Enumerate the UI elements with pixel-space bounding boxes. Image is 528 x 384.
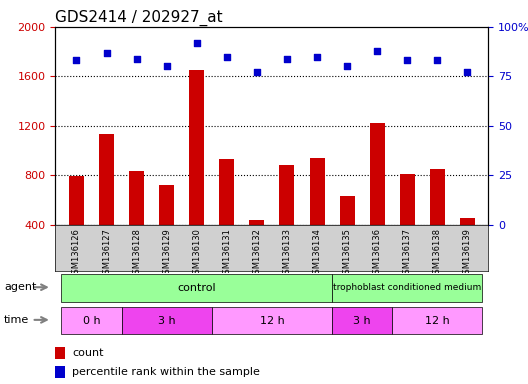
Bar (392, 307, 483, 334)
Text: GSM136132: GSM136132 (252, 228, 261, 279)
Point (223, 53, 231, 60)
Text: GSM136133: GSM136133 (282, 228, 291, 279)
Text: GSM136134: GSM136134 (313, 228, 322, 279)
Bar (69, 176, 84, 274)
Point (133, 55, 141, 61)
Bar (189, 70, 204, 274)
Text: 12 h: 12 h (260, 316, 284, 326)
Point (282, 55, 291, 61)
Point (193, 40, 201, 46)
Text: agent: agent (4, 282, 36, 292)
Bar (430, 169, 445, 274)
Text: GSM136139: GSM136139 (463, 228, 472, 279)
Point (253, 69, 261, 75)
Bar (129, 172, 144, 274)
Bar (279, 166, 295, 274)
Bar (99, 134, 114, 274)
Bar (159, 185, 174, 274)
Text: time: time (4, 315, 30, 325)
Text: GSM136136: GSM136136 (373, 228, 382, 279)
Point (463, 69, 472, 75)
Point (433, 58, 441, 64)
Text: percentile rank within the sample: percentile rank within the sample (72, 366, 260, 377)
Text: GSM136129: GSM136129 (162, 228, 171, 279)
Text: 3 h: 3 h (158, 316, 175, 326)
Text: GSM136135: GSM136135 (343, 228, 352, 279)
Bar (121, 307, 212, 334)
Bar (309, 158, 325, 274)
Text: GSM136138: GSM136138 (433, 228, 442, 279)
Bar (370, 123, 385, 274)
Bar (55, 347, 65, 359)
Text: trophoblast conditioned medium: trophoblast conditioned medium (333, 283, 482, 293)
Text: GSM136127: GSM136127 (102, 228, 111, 279)
Bar (61, 307, 121, 334)
Point (403, 58, 411, 64)
Bar (332, 274, 483, 302)
Bar (460, 218, 475, 274)
Bar (61, 274, 332, 302)
Point (373, 48, 381, 54)
Text: control: control (177, 283, 216, 293)
Text: GSM136131: GSM136131 (222, 228, 231, 279)
Bar (340, 196, 355, 274)
Text: GDS2414 / 202927_at: GDS2414 / 202927_at (55, 9, 223, 25)
Point (102, 50, 111, 56)
Text: GSM136130: GSM136130 (192, 228, 201, 279)
Point (343, 63, 351, 70)
Point (163, 63, 171, 70)
Bar (219, 159, 234, 274)
Bar (55, 366, 65, 378)
Text: 12 h: 12 h (425, 316, 450, 326)
Bar (212, 307, 332, 334)
Point (313, 53, 321, 60)
Text: 3 h: 3 h (353, 316, 371, 326)
Point (72, 58, 81, 64)
Bar (400, 174, 414, 274)
Text: GSM136126: GSM136126 (72, 228, 81, 279)
Text: GSM136128: GSM136128 (132, 228, 141, 279)
Text: count: count (72, 348, 103, 358)
Text: GSM136137: GSM136137 (403, 228, 412, 279)
Text: 0 h: 0 h (83, 316, 100, 326)
Bar (332, 307, 392, 334)
Bar (249, 220, 265, 274)
